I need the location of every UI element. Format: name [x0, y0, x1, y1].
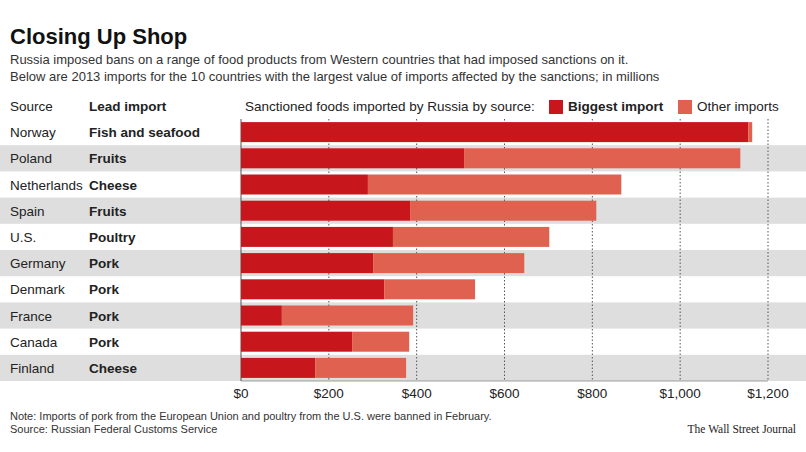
bar [241, 227, 393, 247]
legend-label: Other imports [697, 99, 779, 114]
tick-label: $800 [577, 386, 607, 401]
lead-import-label: Pork [89, 335, 120, 350]
tick-label: $1,000 [660, 386, 701, 401]
legend-label: Biggest import [568, 99, 664, 114]
bar [410, 201, 596, 221]
bar [241, 279, 384, 299]
bar [241, 332, 352, 352]
row-stripe [0, 250, 806, 276]
legend-swatch [678, 100, 692, 114]
category-label: Netherlands [10, 178, 83, 193]
bars [241, 122, 752, 378]
bar [384, 279, 475, 299]
bar [241, 358, 315, 378]
bar [464, 148, 740, 168]
lead-import-label: Fruits [89, 204, 127, 219]
legend-title: Sanctioned foods imported by Russia by s… [245, 99, 535, 114]
bar [393, 227, 549, 247]
lead-import-label: Pork [89, 309, 120, 324]
column-header: Lead import [89, 99, 167, 114]
legend-swatch [549, 100, 563, 114]
tick-label: $600 [489, 386, 519, 401]
row-stripe [0, 198, 806, 224]
bar [748, 122, 752, 142]
subtitle: Russia imposed bans on a range of food p… [10, 52, 628, 67]
lead-import-label: Fish and seafood [89, 125, 200, 140]
tick-label: $1,200 [747, 386, 788, 401]
lead-import-label: Cheese [89, 361, 138, 376]
category-label: Canada [10, 335, 58, 350]
lead-import-label: Pork [89, 282, 120, 297]
bar [282, 306, 413, 326]
category-label: France [10, 309, 52, 324]
title: Closing Up Shop [10, 24, 187, 49]
lead-import-label: Cheese [89, 178, 138, 193]
axis-line [241, 381, 768, 382]
credit: The Wall Street Journal [688, 423, 796, 435]
row-stripe [0, 302, 806, 328]
category-label: Spain [10, 204, 45, 219]
category-label: U.S. [10, 230, 36, 245]
tick-label: $200 [314, 386, 344, 401]
note: Note: Imports of pork from the European … [10, 410, 492, 422]
bar [241, 148, 464, 168]
bar [315, 358, 406, 378]
bar [241, 201, 410, 221]
category-label: Germany [10, 256, 66, 271]
lead-import-label: Fruits [89, 151, 127, 166]
tick-label: $400 [402, 386, 432, 401]
lead-import-label: Pork [89, 256, 120, 271]
category-label: Norway [10, 125, 56, 140]
chart: Closing Up Shop Russia imposed bans on a … [0, 0, 806, 452]
tick-label: $0 [233, 386, 248, 401]
bar [368, 175, 621, 195]
bar [241, 122, 748, 142]
row-stripe [0, 145, 806, 171]
subtitle: Below are 2013 imports for the 10 countr… [10, 69, 660, 84]
bar [241, 175, 368, 195]
bar [373, 253, 524, 273]
category-label: Poland [10, 151, 52, 166]
column-header: Source [10, 99, 53, 114]
bar [241, 306, 282, 326]
grid-line [768, 119, 769, 381]
category-label: Denmark [10, 282, 65, 297]
category-label: Finland [10, 361, 54, 376]
row-stripe [0, 355, 806, 381]
bar [352, 332, 409, 352]
bar [241, 253, 373, 273]
lead-import-label: Poultry [89, 230, 136, 245]
source: Source: Russian Federal Customs Service [10, 423, 217, 435]
